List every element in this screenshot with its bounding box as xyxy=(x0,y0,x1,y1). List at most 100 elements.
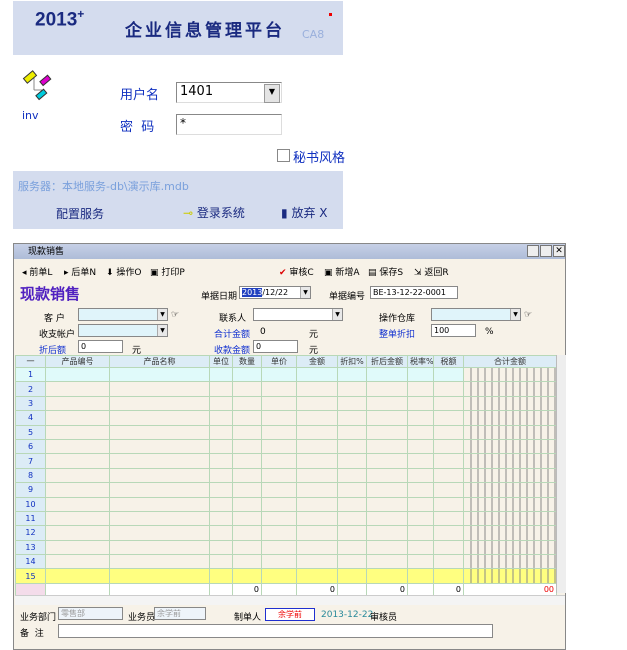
cell[interactable] xyxy=(109,482,210,498)
cell[interactable] xyxy=(296,568,338,584)
cell[interactable] xyxy=(296,482,338,498)
cell[interactable] xyxy=(296,381,338,397)
column-header[interactable]: 税率% xyxy=(407,355,434,368)
cell[interactable] xyxy=(45,467,110,484)
table-row[interactable]: 9 xyxy=(15,482,557,498)
cell[interactable] xyxy=(433,366,464,383)
row-number[interactable]: 10 xyxy=(15,496,46,512)
cell[interactable] xyxy=(109,366,210,383)
cell[interactable] xyxy=(209,568,233,584)
cell[interactable] xyxy=(232,482,262,498)
cell[interactable] xyxy=(209,453,233,469)
table-row[interactable]: 6 xyxy=(15,438,557,455)
cell[interactable] xyxy=(45,482,110,498)
cell[interactable] xyxy=(109,410,210,426)
cell[interactable] xyxy=(109,467,210,484)
column-header[interactable]: 产品名称 xyxy=(109,355,210,368)
cell[interactable] xyxy=(109,568,210,584)
cell[interactable] xyxy=(337,438,367,455)
row-number[interactable]: 12 xyxy=(15,525,46,541)
cell[interactable] xyxy=(407,410,434,426)
cell[interactable] xyxy=(109,438,210,455)
cell[interactable] xyxy=(232,366,262,383)
cell[interactable] xyxy=(296,410,338,426)
cell[interactable] xyxy=(109,395,210,412)
cell[interactable] xyxy=(261,410,297,426)
cell[interactable] xyxy=(337,482,367,498)
cell[interactable] xyxy=(407,438,434,455)
cell[interactable] xyxy=(45,510,110,527)
cell[interactable] xyxy=(261,539,297,556)
cell[interactable] xyxy=(366,453,408,469)
cell[interactable] xyxy=(366,467,408,484)
next-button[interactable]: ▸ 后单N xyxy=(64,268,97,278)
row-number[interactable]: 9 xyxy=(15,482,46,498)
cell[interactable] xyxy=(366,510,408,527)
cell[interactable] xyxy=(366,424,408,440)
column-header[interactable]: 折后金额 xyxy=(366,355,408,368)
cell[interactable] xyxy=(261,467,297,484)
cell[interactable] xyxy=(232,395,262,412)
cell[interactable] xyxy=(232,424,262,440)
column-header[interactable]: 数量 xyxy=(232,355,262,368)
back-button[interactable]: ⇲ 返回R xyxy=(414,268,449,278)
cell[interactable] xyxy=(433,438,464,455)
date-picker[interactable]: 2013/12/22 ▼ xyxy=(239,286,311,299)
cell[interactable] xyxy=(209,366,233,383)
grid-vertical-scrollbar[interactable] xyxy=(556,355,566,593)
cell[interactable] xyxy=(337,410,367,426)
table-row[interactable]: 8 xyxy=(15,467,557,484)
cell[interactable] xyxy=(433,453,464,469)
warehouse-lookup-icon[interactable]: ☞ xyxy=(524,310,533,320)
cell[interactable] xyxy=(463,395,557,412)
cell[interactable] xyxy=(232,568,262,584)
cell[interactable] xyxy=(366,482,408,498)
row-number[interactable]: 6 xyxy=(15,438,46,455)
cell[interactable] xyxy=(337,496,367,512)
cell[interactable] xyxy=(232,539,262,556)
cell[interactable] xyxy=(296,438,338,455)
cell[interactable] xyxy=(209,510,233,527)
cell[interactable] xyxy=(109,381,210,397)
cell[interactable] xyxy=(366,410,408,426)
cell[interactable] xyxy=(407,453,434,469)
cell[interactable] xyxy=(337,395,367,412)
cell[interactable] xyxy=(366,539,408,556)
cell[interactable] xyxy=(463,467,557,484)
row-number[interactable]: 14 xyxy=(15,554,46,570)
table-row[interactable]: 7 xyxy=(15,453,557,469)
row-number[interactable]: 11 xyxy=(15,510,46,527)
cell[interactable] xyxy=(109,554,210,570)
cell[interactable] xyxy=(407,395,434,412)
cell[interactable] xyxy=(209,424,233,440)
password-input[interactable]: * xyxy=(176,114,282,135)
cell[interactable] xyxy=(337,525,367,541)
cell[interactable] xyxy=(433,381,464,397)
cell[interactable] xyxy=(296,554,338,570)
cell[interactable] xyxy=(463,453,557,469)
cell[interactable] xyxy=(209,381,233,397)
cell[interactable] xyxy=(433,496,464,512)
cell[interactable] xyxy=(433,467,464,484)
cell[interactable] xyxy=(337,510,367,527)
cell[interactable] xyxy=(463,366,557,383)
cell[interactable] xyxy=(407,424,434,440)
cell[interactable] xyxy=(209,482,233,498)
cell[interactable] xyxy=(407,539,434,556)
table-row[interactable]: 13 xyxy=(15,539,557,556)
dept-select[interactable]: 零售部 xyxy=(58,607,123,620)
cell[interactable] xyxy=(45,539,110,556)
cell[interactable] xyxy=(366,366,408,383)
cell[interactable] xyxy=(261,496,297,512)
cell[interactable] xyxy=(296,395,338,412)
cell[interactable] xyxy=(261,568,297,584)
row-number[interactable]: 5 xyxy=(15,424,46,440)
cell[interactable] xyxy=(337,381,367,397)
cell[interactable] xyxy=(407,366,434,383)
staff-select[interactable]: 余学前 xyxy=(154,607,206,620)
cell[interactable] xyxy=(337,467,367,484)
cell[interactable] xyxy=(337,424,367,440)
cell[interactable] xyxy=(366,554,408,570)
cell[interactable] xyxy=(366,395,408,412)
